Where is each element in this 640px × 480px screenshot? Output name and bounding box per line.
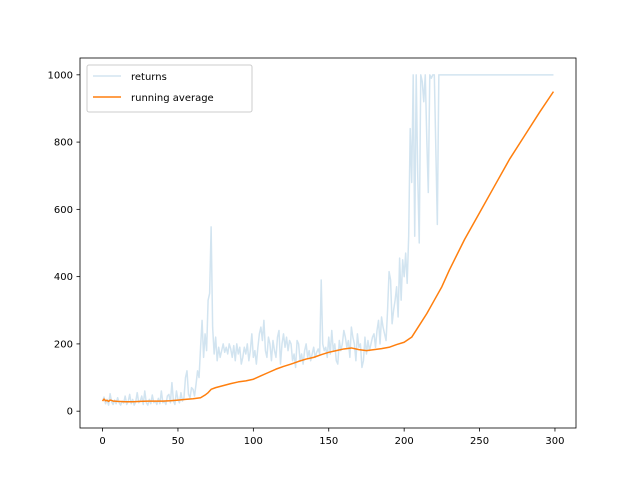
plot-area: [80, 58, 576, 428]
y-tick-label: 800: [54, 138, 73, 149]
y-tick-label: 1000: [48, 70, 73, 81]
y-tick-label: 200: [54, 339, 73, 350]
x-tick-label: 300: [545, 436, 564, 447]
series-layer: [101, 74, 555, 406]
legend-label-running-average: running average: [131, 93, 214, 104]
x-tick-label: 200: [395, 436, 414, 447]
y-tick-label: 600: [54, 205, 73, 216]
x-axis: 0 50 100 150 200 250 300: [99, 428, 565, 447]
y-axis: 0 200 400 600 800 1000: [48, 70, 80, 418]
legend: returns running average: [86, 64, 253, 113]
x-tick-label: 150: [319, 436, 338, 447]
series-line-running-average: [101, 91, 555, 403]
x-tick-label: 100: [244, 436, 263, 447]
plot-frame: [79, 57, 577, 429]
legend-box: [86, 64, 253, 113]
series-line-returns: [101, 74, 554, 406]
y-tick-label: 400: [54, 272, 73, 283]
x-tick-label: 0: [99, 436, 105, 447]
legend-label-returns: returns: [131, 72, 167, 83]
y-tick-label: 0: [67, 407, 73, 418]
x-tick-label: 250: [470, 436, 489, 447]
x-tick-label: 50: [172, 436, 185, 447]
